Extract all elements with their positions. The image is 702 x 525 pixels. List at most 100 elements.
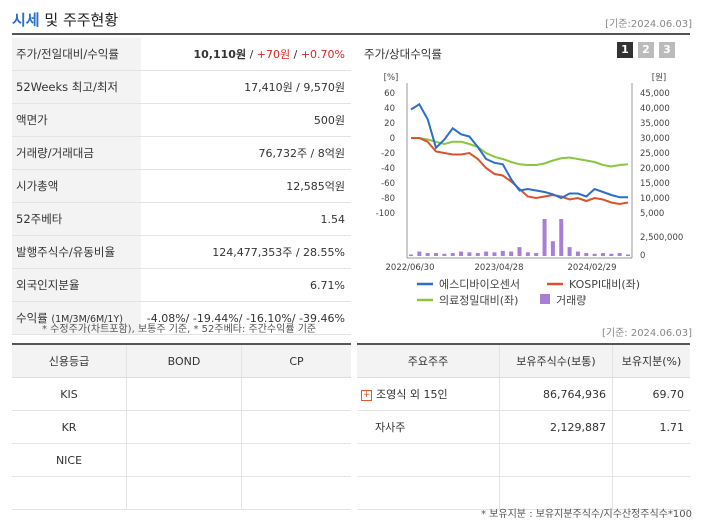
volume-tick: 2,500,000	[640, 233, 683, 243]
volume-bar	[500, 250, 505, 256]
returns-label: 수익률	[16, 311, 48, 325]
volume-bar	[575, 251, 580, 256]
shares-cell: 86,764,936	[499, 377, 613, 411]
y-tick-label: -20	[381, 149, 395, 159]
column-header: 신용등급	[12, 344, 127, 378]
footnote: * 보유지분 : 보유지분주식수/지수산정주식수*100	[481, 509, 692, 520]
info-label: 시가총액	[12, 169, 141, 203]
volume-bar	[509, 251, 514, 256]
info-label: 52주베타	[12, 202, 141, 236]
volume-bar	[567, 247, 572, 256]
table-row	[357, 443, 690, 477]
info-label: 발행주식수/유동비율	[12, 235, 141, 269]
column-header: CP	[241, 344, 351, 378]
x-tick-label: 2023/04/28	[475, 263, 524, 273]
volume-bar	[617, 253, 622, 256]
expand-icon[interactable]: +	[361, 389, 372, 401]
info-row: 52주베타 1.54	[12, 202, 351, 236]
volume-bar	[600, 253, 605, 256]
volume-bar	[584, 253, 589, 256]
agency-cell	[12, 476, 127, 510]
legend-label: 에스디바이오센서	[439, 278, 520, 291]
info-row: 외국인지분율 6.71%	[12, 268, 351, 302]
major-shareholders-table: 주요주주 보유주식수(보통) 보유지분(%) + 조영식 외 15인 86,764…	[357, 343, 690, 510]
volume-bar	[592, 253, 597, 256]
column-header: 보유지분(%)	[612, 344, 690, 378]
y2-tick-label: 20,000	[640, 164, 670, 174]
sector-line	[411, 137, 629, 168]
volume-bar	[525, 252, 530, 256]
y-tick-label: -100	[376, 209, 395, 219]
ratio-cell: 69.70	[612, 377, 690, 411]
holder-name: 조영식 외 15인	[376, 388, 448, 401]
chart-title: 주가/상대수익률	[364, 47, 442, 61]
y-tick-label: 60	[384, 89, 395, 99]
bond-cell	[126, 476, 242, 510]
info-value: 17,410원 / 9,570원	[141, 70, 351, 104]
table-row	[12, 476, 351, 510]
info-value: 1.54	[141, 202, 351, 236]
info-label: 주가/전일대비/수익률	[12, 38, 141, 71]
y2-tick-label: 10,000	[640, 194, 670, 204]
legend-label: KOSPI대비(좌)	[569, 278, 640, 291]
chart-tab-3[interactable]: 3	[659, 42, 675, 58]
info-label: 수익률 (1M/3M/6M/1Y)	[12, 301, 141, 335]
info-label: 외국인지분율	[12, 268, 141, 302]
y-tick-label: 20	[384, 119, 395, 129]
info-label: 거래량/거래대금	[12, 136, 141, 170]
y2-tick-label: 5,000	[640, 209, 664, 219]
current-price: 10,110원	[193, 48, 247, 61]
info-row: 52Weeks 최고/최저 17,410원 / 9,570원	[12, 70, 351, 104]
title-rest: 및 주주현황	[39, 11, 119, 29]
legend-label: 의료정밀대비(좌)	[439, 294, 518, 307]
volume-bar	[492, 252, 497, 256]
agency-cell: KIS	[12, 377, 127, 411]
price-sep: /	[290, 48, 301, 61]
y2-tick-label: 30,000	[640, 134, 670, 144]
y-tick-label: 0	[390, 134, 395, 144]
volume-bar	[517, 247, 522, 256]
table-row: KIS	[12, 377, 351, 411]
info-row-returns: 수익률 (1M/3M/6M/1Y) -4.08%/ -19.44%/ -16.1…	[12, 301, 351, 335]
volume-bar	[409, 254, 413, 256]
chart-tab-2[interactable]: 2	[638, 42, 654, 58]
y2-tick-label: 35,000	[640, 119, 670, 129]
column-header: 주요주주	[357, 344, 500, 378]
table-row: KR	[12, 410, 351, 444]
bond-cell	[126, 377, 242, 411]
title-accent: 시세	[12, 11, 40, 29]
holder-name-cell: 자사주	[357, 410, 500, 444]
column-header: BOND	[126, 344, 242, 378]
volume-bar	[542, 219, 547, 256]
info-value: 76,732주 / 8억원	[141, 136, 351, 170]
info-row: 시가총액 12,585억원	[12, 169, 351, 203]
x-tick-label: 2024/02/29	[568, 263, 617, 273]
y2-tick-label: 25,000	[640, 149, 670, 159]
column-header: 보유주식수(보통)	[499, 344, 613, 378]
table-header-row: 주요주주 보유주식수(보통) 보유지분(%)	[357, 344, 690, 378]
info-value: 500원	[141, 103, 351, 137]
y2-tick-label: 40,000	[640, 104, 670, 114]
agency-cell: KR	[12, 410, 127, 444]
y-tick-label: 40	[384, 104, 395, 114]
x-tick-label: 2022/06/30	[386, 263, 435, 273]
volume-bar	[534, 253, 539, 256]
table-row: + 조영식 외 15인 86,764,936 69.70	[357, 377, 690, 411]
volume-bar	[626, 254, 630, 256]
y-tick-label: -60	[381, 179, 395, 189]
bond-cell	[126, 443, 242, 477]
info-value: 12,585억원	[141, 169, 351, 203]
returns-sub: (1M/3M/6M/1Y)	[51, 314, 123, 325]
page-title: 시세 및 주주현황	[12, 9, 118, 30]
chart-tab-1[interactable]: 1	[617, 42, 633, 58]
volume-bar	[417, 251, 422, 256]
holder-name-cell: + 조영식 외 15인	[357, 377, 500, 411]
cp-cell	[241, 377, 351, 411]
volume-bar	[434, 253, 439, 256]
date-stamp: [기준:2024.06.03]	[605, 19, 692, 30]
shares-cell: 2,129,887	[499, 410, 613, 444]
y-tick-label: -80	[381, 194, 395, 204]
volume-bar	[459, 251, 464, 256]
volume-bar	[609, 253, 614, 256]
